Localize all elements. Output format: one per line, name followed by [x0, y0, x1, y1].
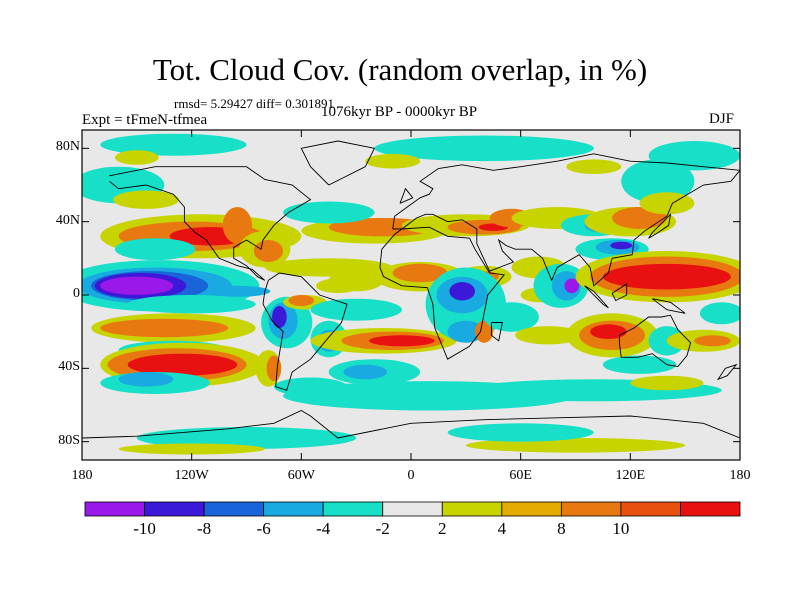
anomaly-region [602, 355, 677, 374]
anomaly-region [113, 190, 179, 209]
anomaly-region [118, 372, 174, 387]
anomaly-region [310, 298, 402, 321]
anomaly-region [343, 364, 388, 380]
anomaly-region [118, 443, 265, 455]
anomaly-region [266, 355, 282, 382]
anomaly-region [564, 278, 580, 294]
coastline [399, 187, 414, 204]
anomaly-region [328, 269, 384, 292]
colorbar-swatch [441, 501, 503, 517]
x-tick-label: 0 [407, 468, 415, 483]
anomaly-region [610, 241, 633, 250]
coastline [82, 409, 740, 439]
coastline [109, 166, 312, 281]
coastline [379, 226, 506, 360]
coastline [648, 212, 672, 239]
anomaly-region [447, 320, 485, 343]
y-tick-label: 0 [73, 286, 80, 301]
colorbar-swatch [680, 501, 741, 517]
colorbar-label: -4 [316, 519, 331, 538]
anomaly-region [100, 318, 229, 338]
anomaly-region [699, 302, 740, 325]
anomaly-region [114, 238, 196, 261]
anomaly-region [114, 150, 159, 165]
anomaly-region [449, 282, 476, 301]
y-tick-label: 40N [55, 212, 80, 228]
anomaly-region [484, 302, 539, 332]
anomaly-region [272, 306, 287, 328]
colorbar-label: 8 [557, 519, 566, 538]
x-tick-label: 120W [174, 468, 209, 483]
colorbar-label: -2 [375, 519, 390, 538]
season-label: DJF [709, 111, 735, 127]
colorbar-swatch [560, 501, 622, 517]
anomaly-region [566, 159, 622, 174]
colorbar-swatch [322, 501, 384, 517]
colorbar-swatch [501, 501, 562, 517]
anomaly-region [100, 133, 247, 156]
anomaly-region [639, 192, 695, 215]
coastline [490, 322, 503, 342]
anomaly-region [369, 335, 435, 347]
anomaly-region [283, 201, 375, 224]
experiment-label: Expt = tFmeN-tfmea [82, 112, 208, 128]
anomaly-region [204, 285, 271, 297]
colorbar [84, 501, 741, 517]
coastline [716, 363, 738, 381]
colorbar-label: 2 [438, 519, 447, 538]
anomaly-region [127, 353, 238, 376]
colorbar-label: 10 [612, 519, 630, 538]
colorbar-swatch [203, 501, 265, 517]
anomaly-region [590, 324, 627, 340]
anomaly-region [621, 159, 695, 204]
colorbar-swatch [144, 501, 205, 517]
x-tick-label: 60W [287, 468, 315, 483]
colorbar-swatch [84, 501, 145, 517]
coastline [618, 314, 692, 367]
y-tick-label: 80N [55, 139, 80, 155]
anomaly-region [136, 427, 357, 449]
x-tick-label: 180 [71, 468, 93, 483]
anomaly-region [288, 295, 315, 306]
anomaly-region [602, 263, 731, 290]
anomaly-region [630, 375, 704, 391]
anomaly-region [365, 153, 421, 169]
coastline [652, 298, 686, 314]
anomaly-region [222, 207, 252, 244]
x-tick-label: 60E [509, 468, 532, 483]
colorbar-swatch [263, 501, 324, 517]
anomaly-region [127, 295, 256, 314]
period-label: 1076kyr BP - 0000kyr BP [321, 104, 478, 120]
stats-text: rmsd= 5.29427 diff= 0.301891 [174, 96, 334, 111]
coastline [584, 285, 609, 309]
map-ticks [81, 130, 741, 460]
y-tick-label: 80S [58, 432, 80, 448]
anomaly-region [253, 240, 283, 262]
colorbar-label: -6 [256, 519, 271, 538]
anomaly-region [475, 320, 494, 343]
anomaly-region [374, 135, 594, 162]
colorbar-swatch [620, 501, 681, 517]
coastline [300, 140, 376, 186]
anomaly-region [100, 276, 174, 295]
cloud-anomaly-field [82, 133, 740, 455]
x-tick-label: 180 [729, 468, 751, 483]
x-tick-label: 120E [615, 468, 646, 483]
colorbar-swatch [382, 501, 443, 517]
plot-title: Tot. Cloud Cov. (random overlap, in %) [152, 52, 648, 87]
anomaly-region [515, 326, 581, 345]
anomaly-region [447, 423, 594, 442]
colorbar-label: -8 [196, 519, 212, 538]
coastlines [82, 140, 740, 439]
anomaly-region [694, 335, 731, 347]
anomaly-region [392, 263, 448, 283]
coastline [262, 272, 348, 391]
y-tick-label: 40S [58, 359, 80, 375]
colorbar-label: 4 [497, 519, 507, 538]
coastline [392, 153, 740, 287]
colorbar-label: -10 [133, 519, 156, 538]
coastline [611, 283, 628, 302]
